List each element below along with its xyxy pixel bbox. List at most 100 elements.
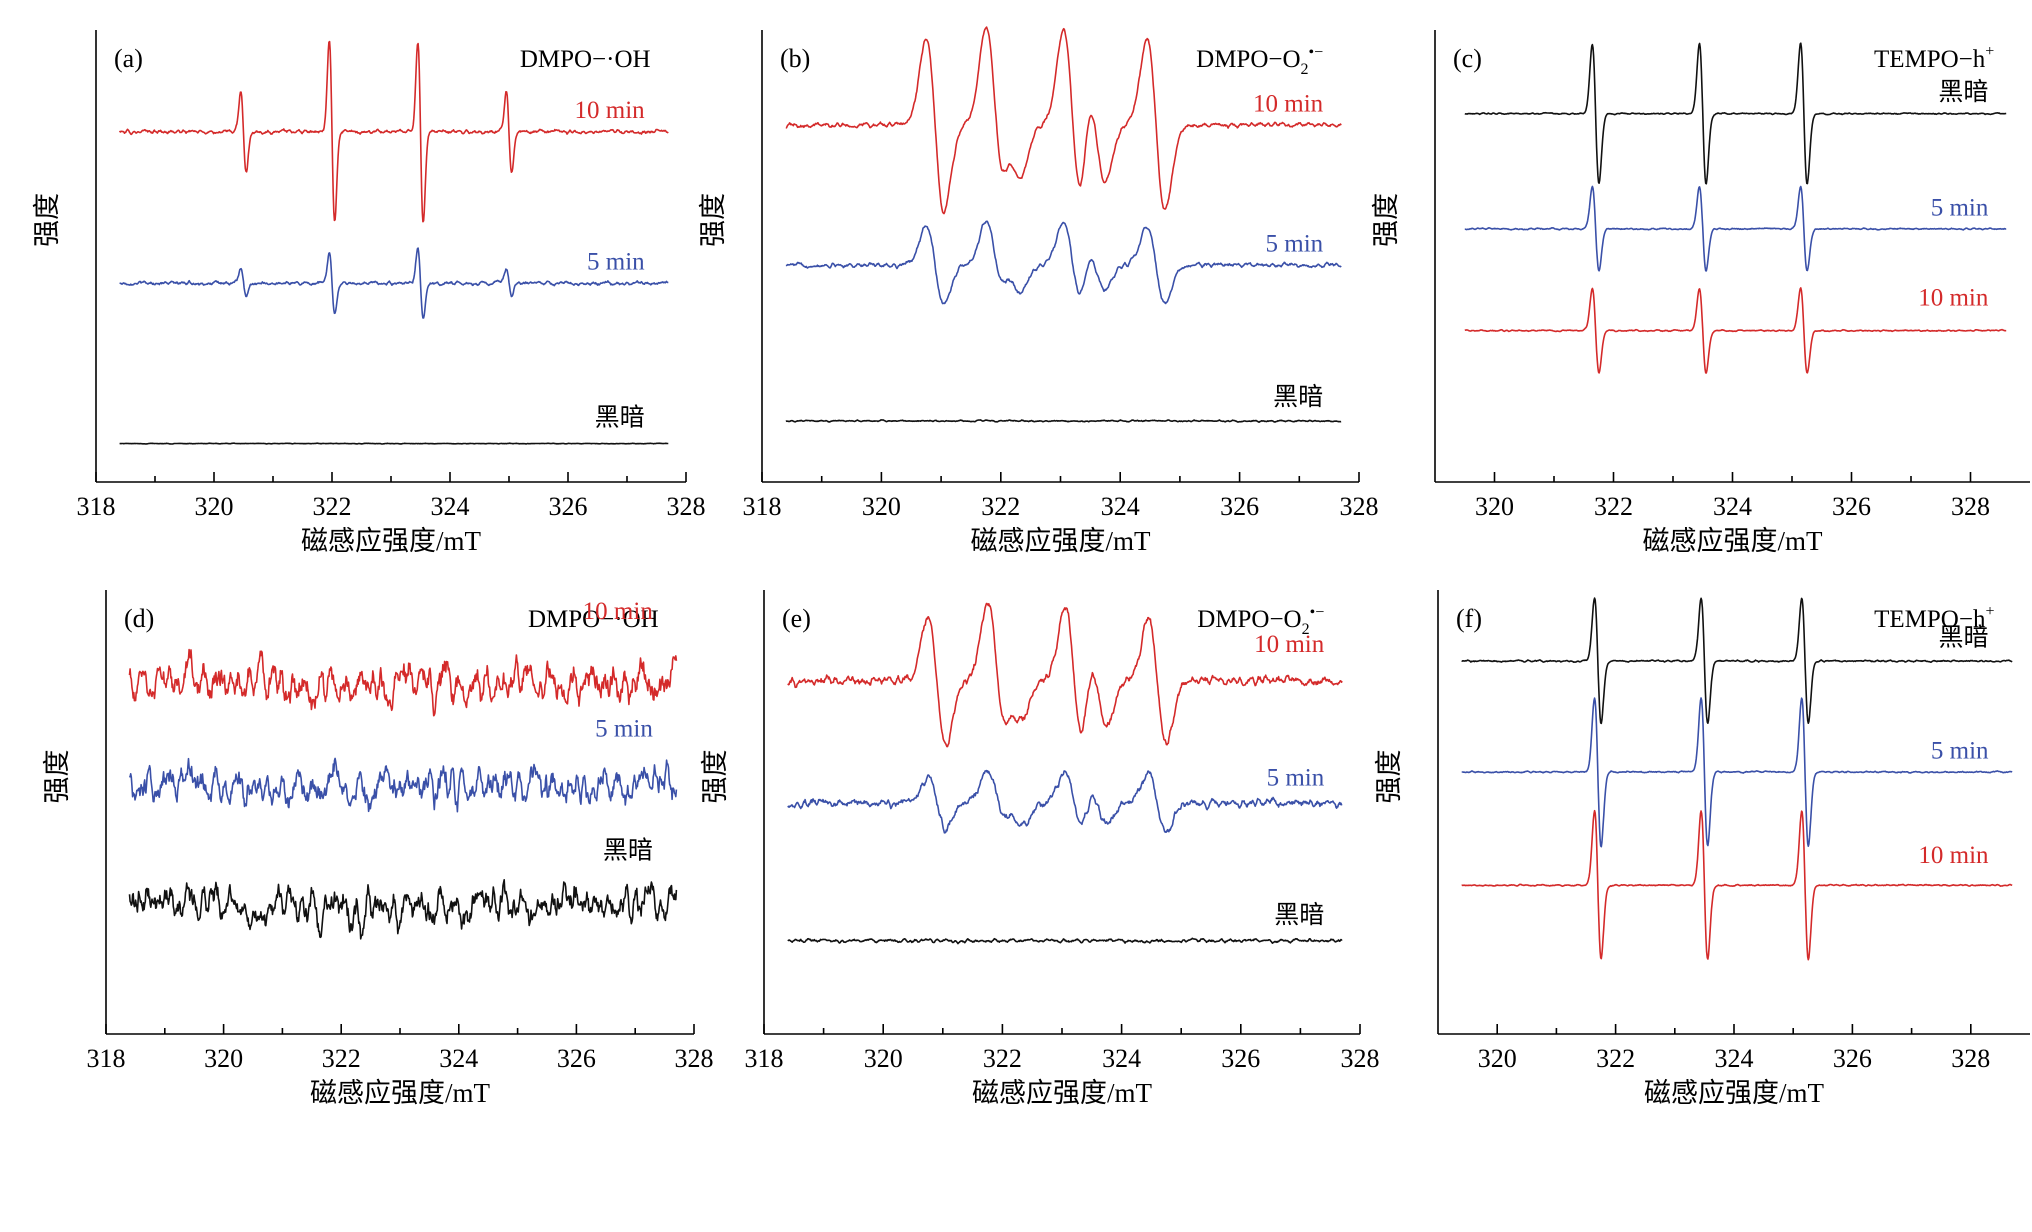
- x-tick-label: 328: [1951, 492, 1990, 521]
- panel-a: 318 320 322 324 326 328 磁感应强度/mT 强度 (a) DMPO−·OH 1…: [32, 30, 706, 556]
- x-tick-label: 320: [862, 492, 901, 521]
- x-tick-label: 320: [195, 492, 234, 521]
- trace-label: 黑暗: [1274, 901, 1324, 929]
- y-axis-title: 强度: [42, 749, 72, 803]
- x-tick-label: 324: [1102, 1044, 1141, 1073]
- x-tick-label: 322: [322, 1044, 361, 1073]
- y-axis-title: 强度: [1374, 749, 1404, 803]
- trace-10-min: [785, 26, 1342, 215]
- x-tick-label: 322: [981, 492, 1020, 521]
- x-tick-label: 324: [439, 1044, 478, 1073]
- x-tick-label: 328: [675, 1044, 714, 1073]
- trace-label: 10 min: [575, 97, 646, 124]
- trace-5-min: [1461, 697, 2013, 848]
- trace-label: 黑暗: [1273, 383, 1323, 411]
- trace-label: 5 min: [587, 249, 645, 276]
- x-tick-label: 318: [87, 1044, 126, 1073]
- x-tick-label: 324: [1101, 492, 1140, 521]
- species-label: DMPO−·OH: [528, 606, 659, 633]
- species-label: TEMPO−h+: [1874, 603, 1994, 633]
- x-axis-title: 磁感应强度/mT: [301, 526, 482, 556]
- y-axis-title: 强度: [698, 193, 728, 247]
- trace-label: 10 min: [1918, 285, 1989, 312]
- panel-label: (b): [780, 44, 810, 73]
- species-label: DMPO−·OH: [520, 46, 651, 73]
- x-tick-label: 326: [1832, 492, 1871, 521]
- trace-label: 5 min: [595, 716, 653, 743]
- x-tick-label: 324: [1713, 492, 1752, 521]
- x-axis-title: 磁感应强度/mT: [1644, 1078, 1825, 1108]
- trace-10-min: [787, 602, 1343, 748]
- x-tick-label: 326: [549, 492, 588, 521]
- x-tick-label: 318: [745, 1044, 784, 1073]
- panel-label: (c): [1453, 44, 1482, 73]
- x-tick-label: 320: [864, 1044, 903, 1073]
- x-axis-title: 磁感应强度/mT: [310, 1078, 491, 1108]
- x-tick-label: 326: [557, 1044, 596, 1073]
- x-tick-label: 322: [313, 492, 352, 521]
- y-axis-title: 强度: [700, 749, 730, 803]
- x-tick-label: 320: [1475, 492, 1514, 521]
- x-tick-label: 318: [743, 492, 782, 521]
- x-axis-title: 磁感应强度/mT: [1643, 526, 1824, 556]
- trace-label: 5 min: [1931, 738, 1989, 765]
- panel-d: 318 320 322 324 326 328 磁感应强度/mT 强度 (d) DMPO−·OH1…: [42, 590, 714, 1108]
- trace-label: 黑暗: [1939, 624, 1989, 652]
- x-axis-title: 磁感应强度/mT: [971, 526, 1152, 556]
- x-tick-label: 328: [667, 492, 706, 521]
- trace-黑暗: [785, 419, 1342, 423]
- trace-5-min: [119, 247, 669, 319]
- x-tick-label: 318: [77, 492, 116, 521]
- trace-5-min: [1464, 185, 2007, 272]
- x-tick-label: 326: [1833, 1044, 1872, 1073]
- x-tick-label: 324: [1715, 1044, 1754, 1073]
- x-tick-label: 328: [1340, 492, 1379, 521]
- x-tick-label: 322: [983, 1044, 1022, 1073]
- trace-10-min: [1464, 287, 2007, 374]
- trace-10-min: [118, 40, 669, 223]
- panel-e: 318 320 322 324 326 328 磁感应强度/mT 强度 (e) DMPO−O2•−…: [700, 590, 1380, 1108]
- trace-黑暗: [128, 879, 678, 940]
- trace-5-min: [785, 220, 1342, 305]
- x-tick-label: 320: [1478, 1044, 1517, 1073]
- trace-黑暗: [787, 937, 1343, 945]
- x-tick-label: 328: [1951, 1044, 1990, 1073]
- panel-label: (f): [1456, 604, 1482, 633]
- trace-10-min: [1461, 809, 2013, 961]
- trace-label: 黑暗: [1938, 78, 1988, 106]
- trace-10-min: [128, 648, 678, 717]
- x-tick-label: 322: [1596, 1044, 1635, 1073]
- trace-label: 黑暗: [603, 837, 653, 865]
- x-tick-label: 326: [1221, 1044, 1260, 1073]
- x-tick-label: 328: [1341, 1044, 1380, 1073]
- species-label: DMPO−O2•−: [1196, 44, 1323, 78]
- species-label: DMPO−O2•−: [1197, 604, 1324, 638]
- panel-b: 318 320 322 324 326 328 磁感应强度/mT 强度 (b) DMPO−O2•−…: [698, 26, 1379, 556]
- panel-f: 320 322 324 326 328 磁感应强度/mT 强度 (f) TEMPO−h+黑暗 5 …: [1374, 590, 2030, 1108]
- trace-label: 10 min: [1253, 90, 1324, 117]
- panel-label: (d): [124, 604, 154, 633]
- trace-label: 5 min: [1267, 764, 1325, 791]
- trace-黑暗: [1461, 597, 2013, 725]
- trace-5-min: [128, 757, 678, 813]
- trace-label: 10 min: [1254, 631, 1325, 658]
- panel-c: 320 322 324 326 328 磁感应强度/mT 强度 (c) TEMPO−h+ 黑暗 5 …: [1371, 30, 2030, 556]
- x-tick-label: 324: [431, 492, 470, 521]
- trace-5-min: [787, 769, 1343, 834]
- trace-label: 5 min: [1266, 230, 1324, 257]
- trace-label: 10 min: [1918, 842, 1989, 869]
- x-tick-label: 322: [1594, 492, 1633, 521]
- trace-label: 10 min: [583, 598, 654, 625]
- trace-label: 5 min: [1931, 194, 1989, 221]
- species-label: TEMPO−h+: [1874, 43, 1994, 73]
- panel-label: (a): [114, 44, 143, 73]
- y-axis-title: 强度: [32, 193, 62, 247]
- trace-黑暗: [1464, 42, 2007, 185]
- y-axis-title: 强度: [1371, 193, 1401, 247]
- x-axis-title: 磁感应强度/mT: [972, 1078, 1153, 1108]
- trace-黑暗: [119, 442, 669, 445]
- panel-label: (e): [782, 604, 811, 633]
- trace-label: 黑暗: [595, 404, 645, 432]
- x-tick-label: 320: [204, 1044, 243, 1073]
